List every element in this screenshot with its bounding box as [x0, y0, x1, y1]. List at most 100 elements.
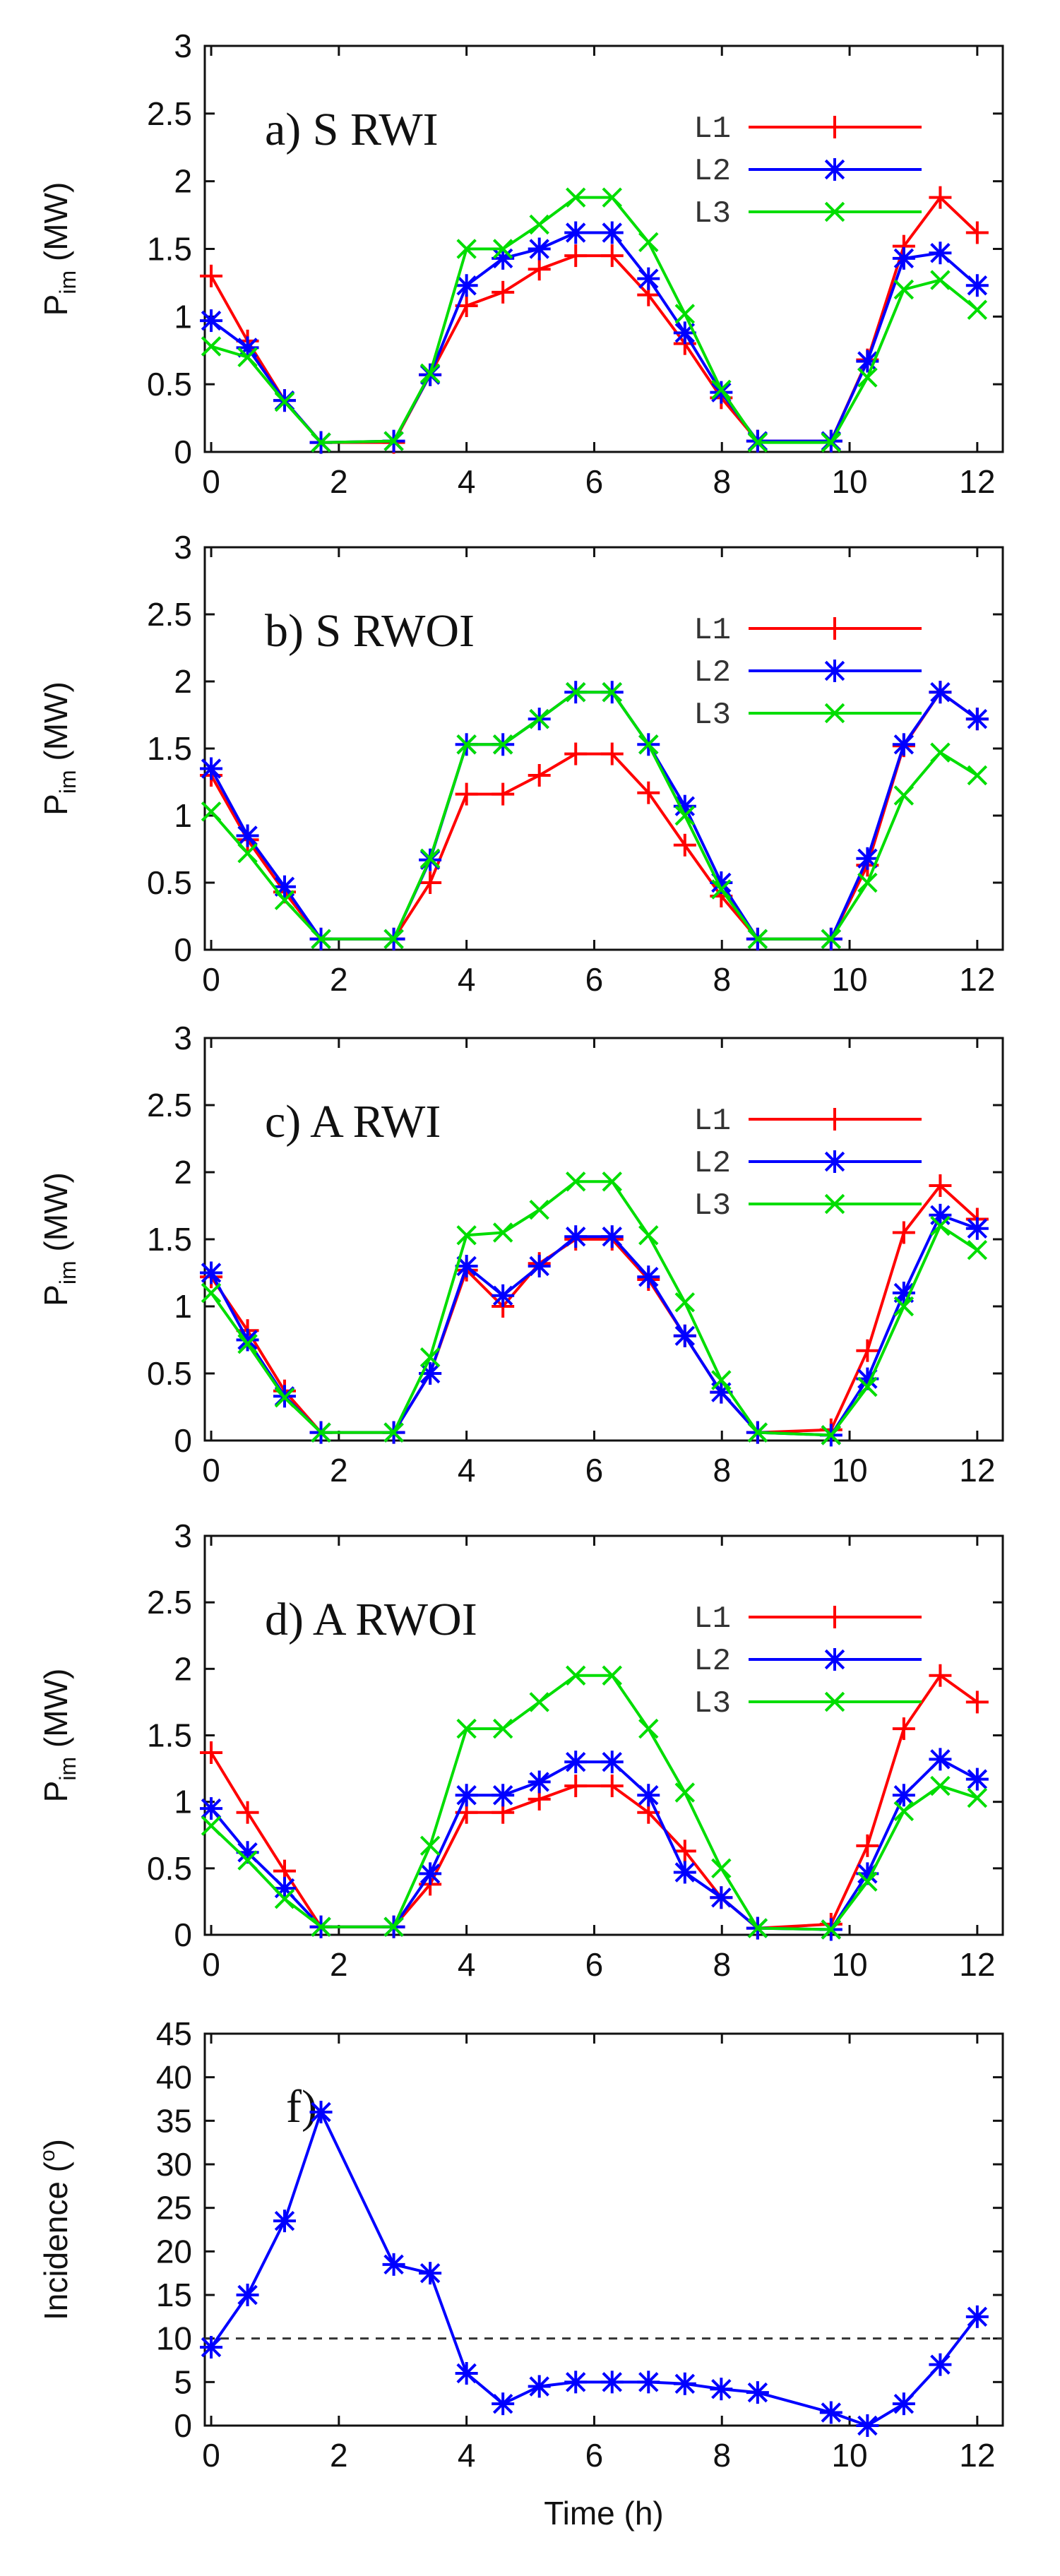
y-tick-label: 2 — [174, 1650, 192, 1687]
data-point — [564, 1751, 588, 1774]
data-point — [711, 1858, 732, 1879]
data-point — [528, 237, 551, 261]
y-tick-label: 2.5 — [147, 95, 192, 132]
legend-marker — [823, 116, 846, 138]
x-tick-label: 4 — [458, 1452, 476, 1489]
legend-marker — [824, 1193, 845, 1215]
data-point — [492, 1784, 515, 1807]
data-point — [674, 1782, 696, 1803]
data-point — [529, 1692, 549, 1712]
y-tick-label: 3 — [174, 529, 192, 566]
data-point — [529, 708, 549, 729]
data-point — [237, 842, 258, 864]
y-axis-label: Pim (MW) — [37, 182, 81, 316]
y-tick-label: 2 — [174, 663, 192, 700]
data-point — [201, 1815, 222, 1836]
data-point — [273, 1877, 296, 1900]
data-point — [711, 379, 732, 400]
data-point — [892, 733, 915, 756]
data-point — [746, 2381, 769, 2404]
data-point — [564, 1225, 588, 1248]
data-point — [492, 1284, 515, 1307]
data-point — [967, 299, 988, 320]
data-point — [564, 742, 588, 765]
data-point — [747, 929, 768, 950]
data-point — [965, 708, 989, 731]
x-tick-label: 8 — [713, 2437, 731, 2474]
data-point — [455, 782, 478, 806]
data-point — [274, 890, 295, 910]
legend-marker — [824, 703, 845, 724]
legend-label: L3 — [693, 698, 731, 733]
y-tick-label: 15 — [156, 2277, 192, 2313]
y-tick-label: 0.5 — [147, 366, 192, 402]
data-point — [930, 1215, 951, 1236]
x-tick-label: 0 — [202, 1452, 220, 1489]
data-point — [929, 1174, 952, 1197]
data-point — [638, 1718, 659, 1739]
series-L3 — [201, 187, 988, 453]
data-point — [930, 1775, 951, 1796]
y-tick-label: 5 — [174, 2363, 192, 2400]
y-tick-label: 3 — [174, 1020, 192, 1056]
data-point — [965, 1690, 989, 1714]
x-tick-label: 2 — [330, 1946, 348, 1983]
data-point — [711, 1370, 732, 1390]
series-L2 — [200, 681, 989, 950]
x-tick-label: 6 — [585, 463, 604, 500]
legend-marker — [823, 660, 846, 682]
y-tick-label: 2.5 — [147, 1087, 192, 1123]
legend-label: L3 — [693, 1686, 731, 1722]
data-point — [274, 1387, 295, 1408]
data-point — [710, 2378, 733, 2401]
data-point — [456, 734, 477, 755]
data-point — [965, 221, 989, 244]
data-point — [566, 681, 586, 703]
data-point — [856, 1339, 879, 1362]
data-point — [856, 847, 879, 870]
data-point — [564, 221, 588, 244]
data-point — [529, 1199, 549, 1220]
data-point — [929, 2353, 952, 2376]
y-axis-label: Pim (MW) — [37, 1172, 81, 1306]
data-point — [600, 742, 624, 765]
data-point — [200, 2336, 223, 2359]
panel-title: f) — [286, 2081, 317, 2133]
series-line — [210, 2111, 979, 2427]
legend: L1 L2 L3 — [693, 1602, 922, 1722]
data-point — [492, 734, 513, 755]
data-point — [673, 1839, 696, 1863]
legend-label: L2 — [693, 154, 731, 189]
data-point — [492, 1718, 513, 1739]
series-line — [210, 1180, 978, 1437]
data-point — [637, 781, 660, 804]
panel-title: b) S RWOI — [265, 605, 475, 657]
data-point — [821, 432, 842, 453]
data-point — [929, 242, 952, 265]
data-point — [856, 1834, 879, 1857]
y-tick-label: 0.5 — [147, 864, 192, 901]
data-point — [419, 363, 441, 384]
data-point — [892, 1784, 915, 1807]
series-line — [210, 691, 978, 941]
panel-4: 0 0.5 1 1.5 2 2.5 3 0 2 4 6 8 10 12 Pim (MW) d) A RWOI L… — [37, 1517, 1004, 1983]
data-point — [600, 221, 624, 244]
y-tick-label: 2.5 — [147, 1584, 192, 1621]
data-point — [492, 2392, 515, 2416]
x-tick-label: 8 — [713, 463, 731, 500]
legend-label: L3 — [693, 196, 731, 232]
legend-label: L1 — [693, 613, 731, 648]
y-tick-label: 0 — [174, 2407, 192, 2444]
y-axis-label: Pim (MW) — [37, 681, 81, 816]
x-tick-label: 8 — [713, 1946, 731, 1983]
data-point — [602, 1665, 622, 1686]
data-point — [892, 1282, 915, 1304]
data-point — [311, 1916, 331, 1937]
panel-title: a) S RWI — [265, 104, 439, 155]
data-point — [673, 1324, 696, 1347]
series-line — [210, 691, 979, 941]
data-point — [455, 274, 478, 297]
data-point — [528, 2375, 551, 2398]
data-point — [200, 757, 223, 780]
data-point — [857, 367, 878, 388]
